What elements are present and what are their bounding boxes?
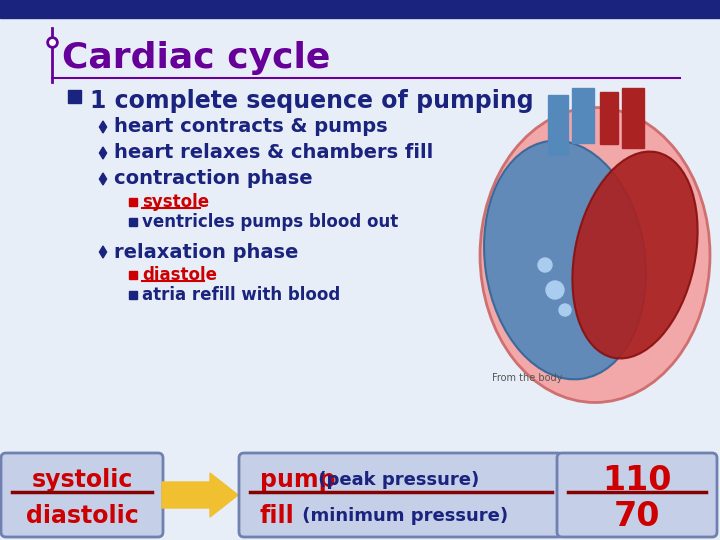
Text: From the body: From the body [492,373,562,383]
Text: ventricles pumps blood out: ventricles pumps blood out [142,213,398,231]
Polygon shape [99,246,107,258]
Text: heart contracts & pumps: heart contracts & pumps [114,118,387,137]
Text: atria refill with blood: atria refill with blood [142,286,341,304]
Text: systole: systole [142,193,209,211]
FancyArrow shape [162,473,238,517]
Bar [68,90,81,103]
Text: (minimum pressure): (minimum pressure) [296,507,508,525]
Circle shape [538,258,552,272]
Ellipse shape [484,140,646,380]
Text: diastolic: diastolic [26,504,138,528]
Text: relaxation phase: relaxation phase [114,242,298,261]
Text: contraction phase: contraction phase [114,170,312,188]
Polygon shape [99,147,107,159]
Polygon shape [99,173,107,185]
Text: 1 complete sequence of pumping: 1 complete sequence of pumping [90,89,534,113]
Bar [129,291,137,299]
Bar [572,88,594,143]
Bar [622,88,644,148]
Polygon shape [99,121,107,133]
Ellipse shape [572,152,698,359]
Text: fill: fill [260,504,294,528]
Ellipse shape [480,107,710,402]
FancyBboxPatch shape [1,453,163,537]
Text: diastole: diastole [142,266,217,284]
Text: systolic: systolic [31,468,132,492]
Text: heart relaxes & chambers fill: heart relaxes & chambers fill [114,144,433,163]
Circle shape [546,281,564,299]
Bar [600,92,618,144]
Bar [129,218,137,226]
Text: 70: 70 [613,500,660,532]
Bar [0,0,720,18]
Text: 110: 110 [602,463,672,496]
FancyBboxPatch shape [557,453,717,537]
FancyBboxPatch shape [239,453,563,537]
Circle shape [559,304,571,316]
Text: pump: pump [260,468,336,492]
Bar [548,95,568,155]
Text: Cardiac cycle: Cardiac cycle [62,41,330,75]
Bar [129,198,137,206]
Bar [129,271,137,279]
Text: (peak pressure): (peak pressure) [312,471,480,489]
